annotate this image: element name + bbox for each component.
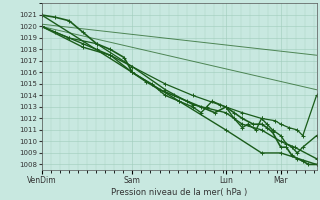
X-axis label: Pression niveau de la mer( hPa ): Pression niveau de la mer( hPa ) [111, 188, 247, 197]
